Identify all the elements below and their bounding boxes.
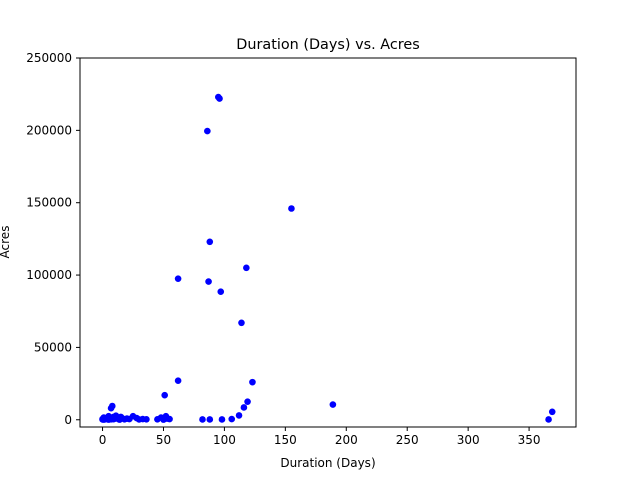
data-point — [545, 416, 552, 423]
data-points — [99, 93, 556, 423]
x-tick-label: 350 — [518, 433, 541, 447]
data-point — [206, 416, 214, 423]
data-point — [135, 416, 143, 423]
data-point — [240, 404, 248, 411]
x-tick-label: 150 — [274, 433, 297, 447]
x-axis-label: Duration (Days) — [280, 456, 375, 470]
data-point — [174, 275, 182, 282]
x-tick-label: 200 — [335, 433, 358, 447]
data-point — [205, 278, 212, 285]
data-point — [243, 264, 250, 272]
y-tick-label: 250000 — [26, 51, 72, 65]
y-tick-label: 200000 — [26, 123, 72, 137]
data-point — [249, 378, 256, 386]
data-point — [217, 288, 225, 296]
x-tick-label: 100 — [213, 433, 236, 447]
data-point — [228, 415, 236, 423]
data-point — [116, 416, 123, 423]
data-point — [126, 415, 133, 423]
x-tick-label: 250 — [396, 433, 419, 447]
data-point — [154, 416, 161, 423]
data-point — [206, 238, 214, 246]
y-axis-ticks: 0 50000 100000 150000 200000 250000 — [26, 51, 80, 427]
data-point — [238, 319, 245, 327]
data-point — [161, 391, 168, 399]
data-point — [163, 415, 171, 422]
data-point — [548, 408, 556, 416]
data-point — [216, 95, 223, 102]
x-tick-label: 300 — [457, 433, 480, 447]
x-tick-label: 0 — [99, 433, 107, 447]
data-point — [204, 127, 211, 135]
data-point — [199, 416, 206, 423]
data-point — [244, 398, 251, 405]
data-point — [174, 377, 182, 384]
data-point — [110, 415, 117, 423]
data-point — [105, 416, 112, 423]
y-axis-label: Acres — [0, 226, 12, 259]
x-tick-label: 50 — [156, 433, 171, 447]
y-tick-label: 50000 — [34, 340, 72, 354]
x-axis-ticks: 0 50 100 150 200 250 300 350 — [99, 427, 541, 447]
data-point — [288, 205, 295, 212]
data-point — [329, 401, 337, 408]
y-tick-label: 0 — [64, 413, 72, 427]
data-point — [235, 412, 243, 419]
plot-area-frame — [79, 57, 577, 428]
chart-title: Duration (Days) vs. Acres — [236, 37, 419, 53]
data-point — [218, 416, 226, 423]
y-tick-label: 100000 — [26, 268, 72, 282]
y-tick-label: 150000 — [26, 196, 72, 210]
data-point — [107, 404, 115, 412]
